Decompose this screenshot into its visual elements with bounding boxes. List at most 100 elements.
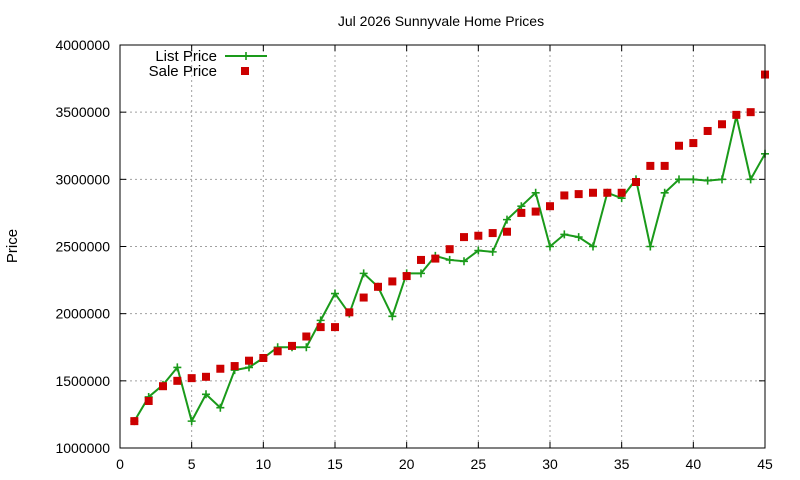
list-price-point	[718, 175, 726, 184]
list-price-point	[202, 390, 210, 399]
list-price-point	[474, 246, 483, 255]
sale-price-point	[732, 110, 741, 119]
list-price-point	[302, 343, 311, 352]
list-price-point	[660, 188, 669, 197]
list-price-point	[517, 202, 526, 211]
tick-labels: 0 5 10 15 20 25 30 35 40 45 1000000 1500000 2000000 2…	[55, 37, 773, 472]
sale-price-point	[488, 229, 497, 238]
list-price-point	[746, 175, 755, 184]
data-series	[130, 70, 769, 426]
list-price-point	[689, 175, 698, 184]
list-price-point	[331, 289, 339, 298]
list-price-point	[216, 403, 225, 412]
sale-price-point	[388, 277, 397, 286]
sale-price-point	[531, 207, 540, 216]
sale-price-point	[675, 141, 683, 150]
list-price-point	[546, 242, 554, 251]
sale-price-point	[589, 188, 597, 197]
sale-price-point	[402, 272, 411, 281]
legend-label-sale-price: Sale Price	[149, 63, 217, 80]
legend-label-list-price: List Price	[155, 48, 217, 65]
list-price-point	[503, 215, 511, 224]
list-price-point	[445, 255, 454, 264]
sale-price-point	[503, 227, 511, 236]
x-tick-label: 10	[256, 456, 272, 472]
sale-price-point	[603, 188, 612, 197]
y-tick-label: 3500000	[55, 104, 110, 120]
list-price-point	[589, 242, 597, 251]
sale-price-point	[632, 178, 640, 187]
sale-price-point	[331, 323, 339, 332]
sale-price-point	[689, 139, 698, 148]
sale-price-point	[302, 332, 311, 341]
sale-price-point	[273, 347, 282, 356]
list-price-point	[316, 316, 325, 325]
list-price-point	[646, 242, 655, 251]
y-tick-label: 3000000	[55, 171, 110, 187]
x-tick-label: 5	[188, 456, 196, 472]
sale-price-point	[144, 396, 153, 405]
list-price-point	[359, 269, 368, 278]
sale-price-point	[517, 208, 526, 217]
sale-price-point	[316, 323, 325, 332]
sale-price-point	[216, 364, 225, 373]
legend-marker-sale-price	[241, 67, 249, 75]
series-sale-price	[130, 70, 769, 426]
x-tick-label: 30	[542, 456, 558, 472]
list-price-point	[531, 188, 540, 197]
plot-frame	[119, 44, 766, 449]
y-tick-label: 1000000	[55, 440, 110, 456]
sale-price-point	[359, 293, 368, 302]
y-tick-label: 2500000	[55, 239, 110, 255]
sale-price-point	[259, 353, 268, 362]
sale-price-point	[703, 126, 712, 135]
y-tick-label: 1500000	[55, 373, 110, 389]
list-price-point	[417, 269, 425, 278]
x-tick-label: 20	[399, 456, 415, 472]
series-list-price	[130, 112, 769, 426]
list-price-point	[488, 247, 497, 256]
sale-price-point	[746, 108, 755, 117]
sale-price-point	[474, 231, 483, 240]
list-price-point	[460, 257, 468, 266]
sale-price-point	[445, 245, 454, 254]
sale-price-point	[345, 308, 354, 317]
sale-price-point	[202, 372, 210, 381]
sale-price-point	[546, 202, 554, 211]
x-tick-label: 40	[686, 456, 702, 472]
list-price-point	[675, 175, 683, 184]
sale-price-point	[187, 374, 196, 383]
y-tick-label: 4000000	[55, 37, 110, 53]
list-price-point	[388, 312, 397, 321]
grid-lines	[120, 45, 765, 448]
sale-price-point	[460, 233, 468, 242]
sale-price-point	[130, 417, 139, 426]
sale-price-point	[417, 255, 425, 264]
sale-price-point	[560, 191, 569, 200]
list-price-line	[133, 115, 766, 424]
x-tick-label: 35	[614, 456, 630, 472]
sale-price-point	[646, 161, 655, 170]
y-tick-label: 2000000	[55, 306, 110, 322]
sale-price-point	[374, 282, 382, 291]
list-price-point	[703, 176, 712, 185]
x-tick-label: 15	[327, 456, 343, 472]
sale-price-point	[718, 120, 726, 129]
sale-price-point	[230, 362, 239, 371]
list-price-point	[187, 417, 196, 426]
list-price-point	[173, 363, 182, 372]
sale-price-point	[660, 161, 669, 170]
x-tick-label: 25	[471, 456, 487, 472]
sale-price-point	[574, 190, 583, 199]
legend: List Price Sale Price	[149, 48, 267, 80]
sale-price-point	[159, 382, 167, 391]
sale-price-point	[288, 341, 296, 350]
sale-price-point	[173, 376, 182, 385]
x-tick-label: 45	[757, 456, 773, 472]
x-tick-label: 0	[116, 456, 124, 472]
list-price-point	[574, 233, 583, 242]
list-price-point	[560, 230, 569, 239]
sale-price-point	[431, 254, 440, 263]
